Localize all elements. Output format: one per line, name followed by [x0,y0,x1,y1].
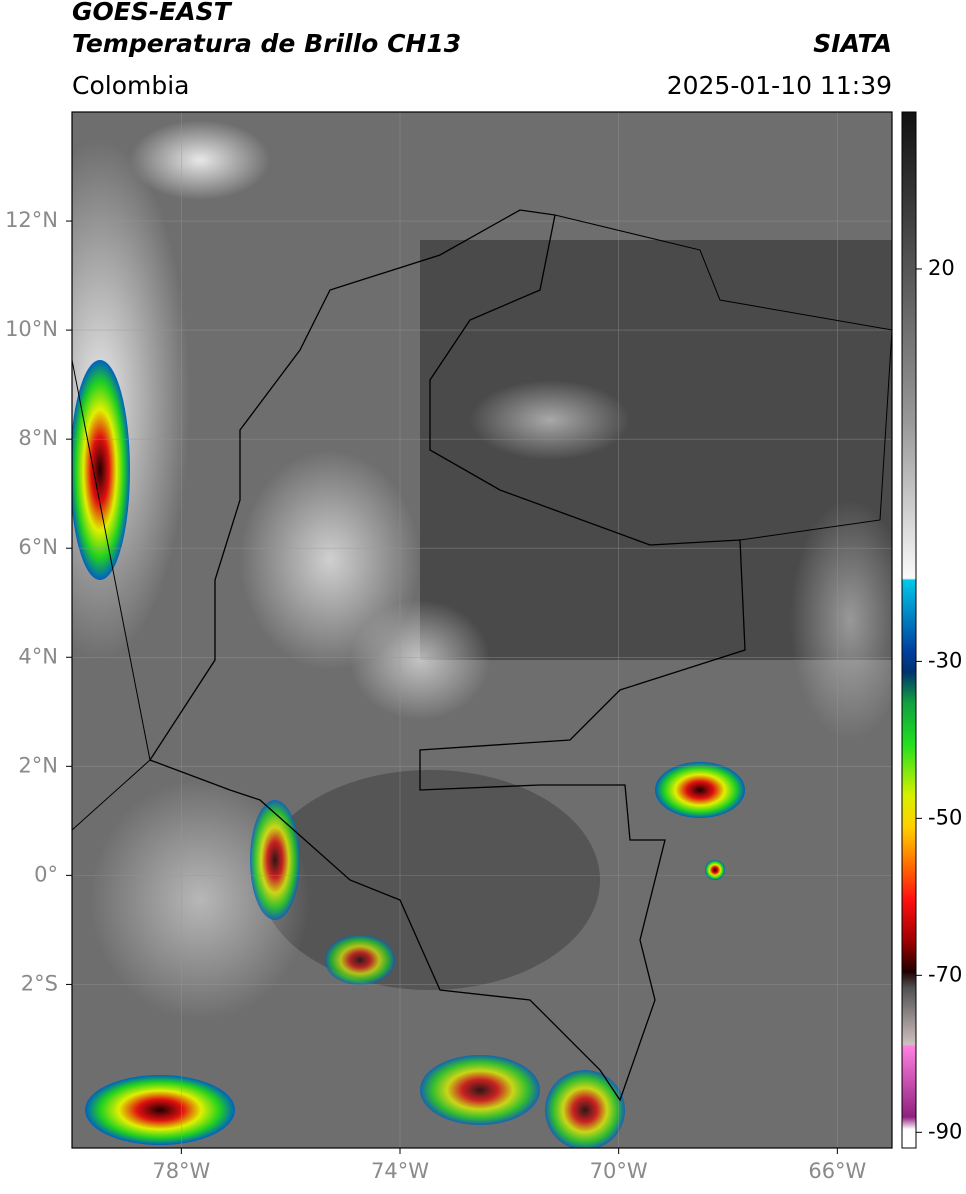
coastline [72,359,151,831]
storm [325,935,395,985]
lat-label: 2°N [18,753,58,777]
colorbar [901,111,917,1149]
colorbar-label: 20 [928,256,955,280]
lat-label: 6°N [18,535,58,559]
storm [420,1055,540,1125]
cloud [790,500,892,740]
lon-label: 78°W [152,1159,210,1183]
dark-region [260,770,600,990]
colorbar-label: -50 [928,805,962,829]
cloud [350,600,490,720]
source: SIATA [813,29,892,58]
lon-label: 66°W [808,1159,866,1183]
map-frame [71,111,893,1149]
storm [250,800,300,920]
subtitle: Temperatura de Brillo CH13 [72,29,461,58]
cloud [130,120,270,200]
country-border [554,214,892,541]
storm [655,762,745,818]
colorbar-label: -30 [928,648,962,672]
country-border [149,209,746,1102]
lon-label: 74°W [371,1159,429,1183]
satellite-image [72,112,892,1148]
lon-label: 70°W [590,1159,648,1183]
lat-label: 4°N [18,644,58,668]
lat-label: 10°N [5,317,58,341]
lat-label: 12°N [5,208,58,232]
datetime: 2025-01-10 11:39 [667,71,892,100]
lat-label: 8°N [18,426,58,450]
lat-label: 2°S [21,971,58,995]
storm [545,1070,625,1148]
region: Colombia [72,71,189,100]
title: GOES-EAST [72,0,233,26]
storm [72,360,130,580]
colorbar-label: -90 [928,1119,962,1143]
storm [85,1075,235,1145]
storm [705,860,725,880]
lat-label: 0° [34,862,58,886]
cloud [470,380,630,460]
colorbar-label: -70 [928,962,962,986]
